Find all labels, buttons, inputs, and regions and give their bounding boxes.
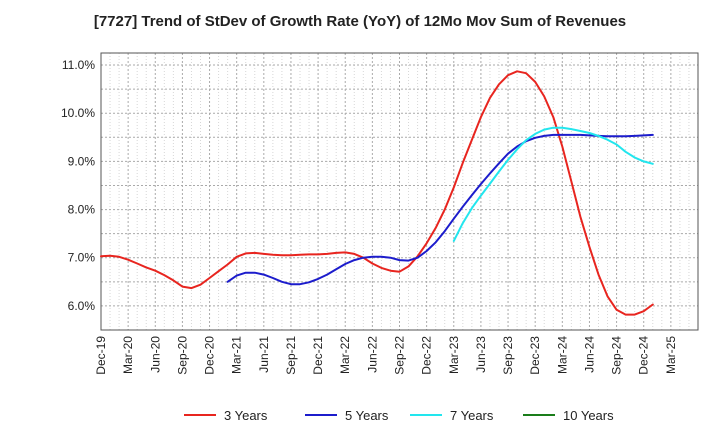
x-axis-ticks: Dec-19 Mar-20 Jun-20 Sep-20 Dec-20 Mar-21 Jun-…	[94, 336, 678, 375]
series-line-5-years	[226, 133, 654, 286]
x-tick-label: Jun-24	[582, 336, 596, 373]
x-tick-label: Dec-23	[528, 336, 542, 375]
x-tick-label: Mar-21	[230, 336, 244, 374]
legend-label-7-years: 7 Years	[450, 408, 494, 423]
series-line-3-years	[100, 70, 654, 316]
x-tick-label: Mar-20	[121, 336, 135, 374]
x-tick-label: Mar-23	[447, 336, 461, 374]
x-tick-label: Dec-21	[311, 336, 325, 375]
y-tick-label: 7.0%	[68, 251, 96, 265]
y-tick-label: 10.0%	[61, 106, 95, 120]
plot-frame	[100, 52, 699, 331]
x-tick-label: Jun-23	[474, 336, 488, 373]
y-tick-label: 11.0%	[62, 58, 95, 72]
x-tick-label: Jun-22	[365, 336, 379, 373]
legend-label-10-years: 10 Years	[563, 408, 614, 423]
x-tick-label: Jun-21	[257, 336, 271, 373]
x-tick-label: Jun-20	[148, 336, 162, 373]
y-tick-label: 6.0%	[68, 299, 96, 313]
x-tick-label: Sep-22	[393, 336, 407, 375]
x-tick-label: Mar-25	[664, 336, 678, 374]
series-line-7-years	[452, 126, 654, 242]
y-axis-ticks: 6.0% 7.0% 8.0% 9.0% 10.0% 11.0%	[61, 58, 95, 313]
x-tick-label: Sep-23	[501, 336, 515, 375]
x-tick-label: Dec-19	[94, 336, 108, 375]
x-tick-label: Dec-24	[637, 336, 651, 375]
x-tick-label: Dec-22	[420, 336, 434, 375]
x-tick-label: Sep-20	[175, 336, 189, 375]
y-tick-label: 9.0%	[68, 154, 96, 168]
x-tick-label: Mar-24	[555, 336, 569, 374]
legend-label-3-years: 3 Years	[224, 408, 268, 423]
x-tick-label: Sep-21	[284, 336, 298, 375]
y-tick-label: 8.0%	[68, 203, 96, 217]
chart-title: [7727] Trend of StDev of Growth Rate (Yo…	[93, 13, 627, 30]
x-tick-label: Sep-24	[610, 336, 624, 375]
legend-label-5-years: 5 Years	[345, 408, 389, 423]
legend: 3 Years 5 Years 7 Years 10 Years	[184, 408, 614, 423]
x-tick-label: Mar-22	[338, 336, 352, 374]
series-layer	[100, 70, 654, 316]
x-tick-label: Dec-20	[203, 336, 217, 375]
